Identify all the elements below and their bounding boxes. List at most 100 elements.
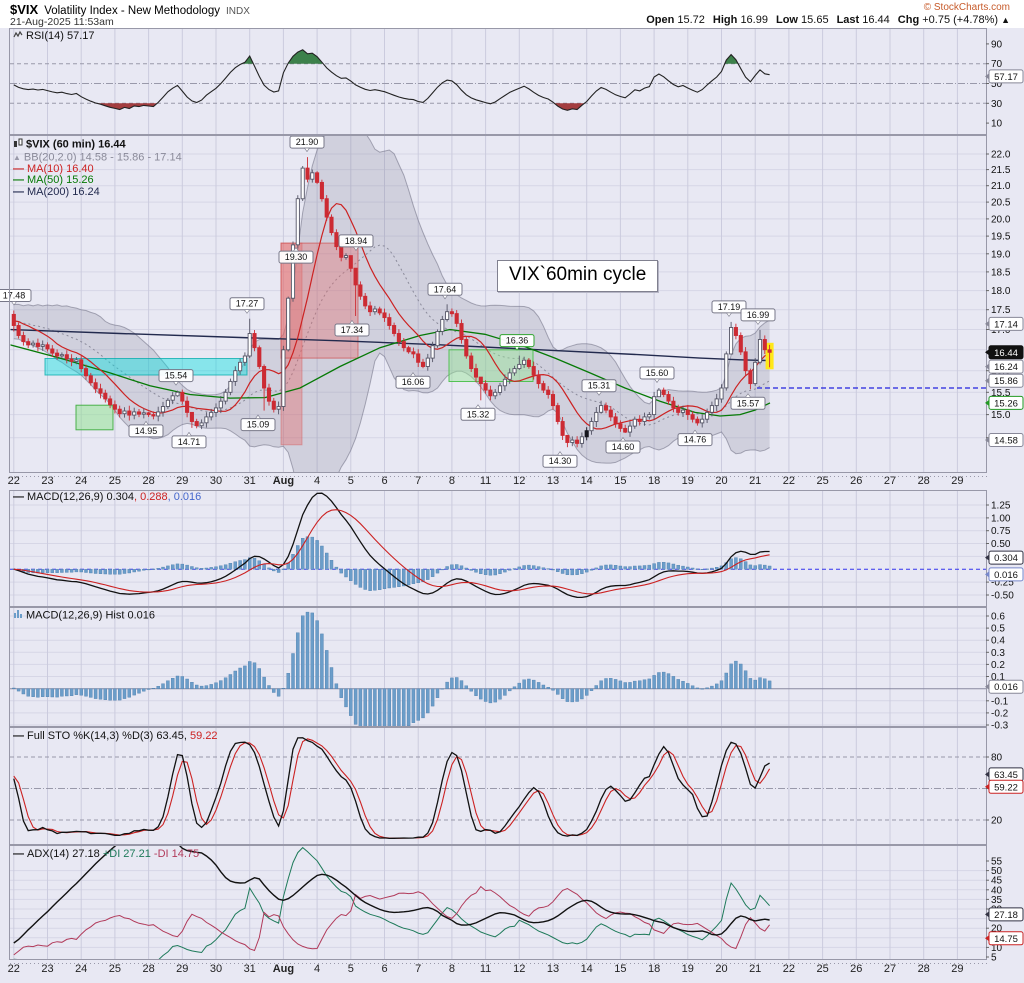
svg-text:1.00: 1.00 (991, 513, 1011, 524)
svg-text:14: 14 (581, 963, 593, 975)
svg-text:14.60: 14.60 (612, 442, 635, 452)
svg-text:21.90: 21.90 (296, 137, 319, 147)
macd-hist-panel (10, 611, 986, 726)
svg-text:20: 20 (991, 924, 1003, 935)
macd-line-icon: — (13, 491, 24, 503)
svg-text:Aug: Aug (273, 963, 294, 975)
svg-text:18: 18 (648, 475, 660, 487)
minus-di-value: -DI 14.75 (153, 848, 200, 860)
svg-text:15: 15 (614, 963, 626, 975)
header: $VIX Volatility Index - New Methodology IN… (10, 2, 250, 17)
svg-text:14.58: 14.58 (994, 435, 1018, 446)
svg-text:19.30: 19.30 (285, 252, 308, 262)
svg-text:19.0: 19.0 (991, 249, 1011, 260)
svg-text:6: 6 (381, 963, 387, 975)
svg-text:0.75: 0.75 (991, 526, 1011, 537)
svg-text:80: 80 (991, 753, 1003, 764)
svg-text:25: 25 (109, 475, 121, 487)
low-value: 15.65 (801, 14, 829, 26)
svg-text:16.99: 16.99 (747, 310, 770, 320)
svg-text:45: 45 (991, 876, 1003, 887)
svg-text:-0.50: -0.50 (991, 590, 1014, 601)
candles-layer (11, 157, 772, 448)
cycle-annotation-box: VIX`60min cycle (497, 260, 659, 292)
bb-legend-label: BB(20,2.0) 14.58 - 15.86 - 17.14 (23, 151, 182, 164)
svg-text:20: 20 (991, 816, 1003, 827)
svg-text:31: 31 (244, 963, 256, 975)
svg-text:15.26: 15.26 (994, 398, 1018, 409)
svg-text:17.27: 17.27 (236, 299, 259, 309)
svg-text:26: 26 (850, 475, 862, 487)
right-axis: 90 70 50 30 10 57.17 22.0 21.5 21.0 20.5 20.0 19.5 1… (985, 39, 1024, 964)
svg-text:14: 14 (581, 475, 593, 487)
svg-text:0.5: 0.5 (991, 624, 1005, 635)
svg-text:15.60: 15.60 (646, 368, 669, 378)
adx-line-icon: — (13, 848, 24, 860)
rsi-chart-icon (13, 30, 23, 43)
svg-text:19: 19 (682, 963, 694, 975)
chg-label: Chg (897, 14, 920, 26)
svg-text:29: 29 (951, 963, 963, 975)
svg-text:14.76: 14.76 (684, 435, 707, 445)
sto-k-value: Full STO %K(14,3) %D(3) 63.45, (27, 730, 187, 742)
svg-text:40: 40 (991, 885, 1003, 896)
svg-text:15.32: 15.32 (467, 409, 490, 419)
svg-text:-0.25: -0.25 (991, 578, 1014, 589)
open-value: 15.72 (677, 14, 705, 26)
svg-text:23: 23 (41, 475, 53, 487)
svg-text:16.06: 16.06 (402, 377, 425, 387)
svg-text:24: 24 (75, 475, 87, 487)
ma200-legend-label: MA(200) 16.24 (27, 185, 100, 198)
svg-text:21: 21 (749, 475, 761, 487)
svg-text:29: 29 (176, 963, 188, 975)
adx-legend: — ADX(14) 27.18 +DI 27.21 -DI 14.75 (13, 848, 200, 861)
svg-text:63.45: 63.45 (994, 770, 1018, 781)
last-label: Last (836, 14, 860, 26)
high-value: 16.99 (740, 14, 768, 26)
open-label: Open (646, 14, 675, 26)
svg-text:29: 29 (176, 475, 188, 487)
svg-text:5: 5 (348, 475, 354, 487)
macd-legend: — MACD(12,26,9) 0.304, 0.288, 0.016 (13, 491, 201, 504)
svg-text:22: 22 (8, 963, 20, 975)
adx-panel (13, 846, 770, 959)
svg-text:35: 35 (991, 895, 1003, 906)
svg-text:28: 28 (142, 963, 154, 975)
svg-text:21: 21 (749, 963, 761, 975)
svg-text:13: 13 (547, 475, 559, 487)
svg-text:-0.3: -0.3 (991, 720, 1009, 731)
svg-text:0.50: 0.50 (991, 539, 1011, 550)
exchange-tag: INDX (225, 6, 250, 17)
high-label: High (712, 14, 738, 26)
svg-text:8: 8 (449, 963, 455, 975)
svg-text:14.75: 14.75 (994, 934, 1018, 945)
svg-text:27: 27 (884, 475, 896, 487)
symbol: $VIX (10, 2, 39, 17)
svg-text:28: 28 (142, 475, 154, 487)
svg-text:22: 22 (783, 963, 795, 975)
bb-band-icon: ▲ (13, 152, 21, 162)
svg-text:16.24: 16.24 (994, 362, 1018, 373)
vix-legend-label: $VIX (60 min) 16.44 (26, 138, 126, 151)
svg-text:21.0: 21.0 (991, 181, 1011, 192)
svg-text:25: 25 (109, 963, 121, 975)
svg-text:11: 11 (480, 963, 491, 975)
svg-text:18.0: 18.0 (991, 286, 1011, 297)
svg-text:19: 19 (682, 475, 694, 487)
svg-text:4: 4 (314, 963, 320, 975)
adx-value: ADX(14) 27.18 (27, 848, 103, 860)
svg-text:22.0: 22.0 (991, 150, 1011, 161)
rsi-legend-label: RSI(14) 57.17 (26, 30, 95, 43)
svg-text:17.64: 17.64 (434, 284, 457, 294)
svg-text:50: 50 (991, 79, 1003, 90)
svg-text:0.016: 0.016 (994, 682, 1018, 693)
svg-text:12: 12 (513, 963, 525, 975)
svg-text:59.22: 59.22 (994, 782, 1018, 793)
macd-signal-value: , 0.288 (134, 491, 168, 503)
histogram-icon (13, 609, 23, 623)
chart-title: Volatility Index - New Methodology (44, 5, 220, 17)
chg-value: +0.75 (+4.78%) (922, 14, 999, 26)
svg-text:18.5: 18.5 (991, 267, 1011, 278)
